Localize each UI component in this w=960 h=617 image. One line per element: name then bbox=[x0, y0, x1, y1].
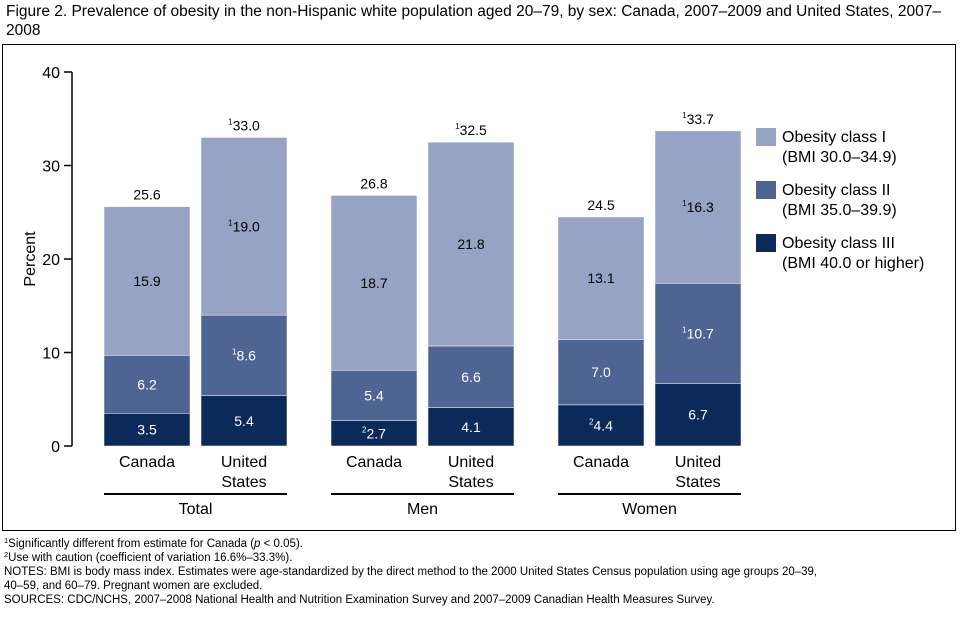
data-label-total-0-class-iii: 3.5 bbox=[137, 422, 157, 438]
data-label-women-0-class-i: 13.1 bbox=[587, 270, 614, 286]
category-label-men-1: States bbox=[448, 474, 493, 491]
total-label-women-1: 133.7 bbox=[682, 111, 714, 127]
data-label-total-1-class-ii: 18.6 bbox=[232, 347, 256, 363]
chart-frame bbox=[2, 44, 956, 531]
notes-line-1: NOTES: BMI is body mass index. Estimates… bbox=[4, 566, 818, 578]
y-tick-label-20: 20 bbox=[42, 252, 60, 269]
footnote-1-text-a: Significantly different from estimate fo… bbox=[8, 538, 255, 550]
category-label-total-0: Canada bbox=[119, 454, 175, 471]
bar-men-0-class-i bbox=[330, 195, 418, 371]
data-label-total-1-class-iii: 5.4 bbox=[234, 413, 254, 429]
legend-swatch-class-iii bbox=[756, 234, 776, 252]
data-label-men-1-class-ii: 6.6 bbox=[461, 369, 481, 385]
data-label-total-1-class-i: 119.0 bbox=[228, 218, 260, 234]
footnote-1-text-b: < 0.05). bbox=[260, 538, 303, 550]
total-label-total-0: 25.6 bbox=[133, 187, 160, 203]
group-label-women: Women bbox=[622, 501, 677, 518]
y-tick-label-30: 30 bbox=[42, 159, 60, 176]
legend-swatch-class-ii bbox=[756, 181, 776, 199]
bar-women-0-class-i bbox=[557, 216, 645, 340]
total-label-total-1: 133.0 bbox=[228, 117, 260, 133]
total-label-women-0: 24.5 bbox=[587, 197, 614, 213]
figure-title: Figure 2. Prevalence of obesity in the n… bbox=[6, 3, 941, 39]
data-label-women-0-class-ii: 7.0 bbox=[591, 364, 611, 380]
footnote-2-text: Use with caution (coefficient of variati… bbox=[8, 552, 293, 564]
bar-men-1-class-iii bbox=[427, 407, 515, 447]
bar-men-0-class-iii bbox=[330, 420, 418, 447]
legend-label-class-i: Obesity class I bbox=[782, 129, 886, 146]
data-label-women-0-class-iii: 24.4 bbox=[589, 417, 613, 433]
bar-women-1-class-i bbox=[654, 130, 742, 284]
bar-women-0-class-ii bbox=[557, 339, 645, 406]
bar-total-1-class-ii bbox=[200, 314, 288, 396]
data-label-men-0-class-ii: 5.4 bbox=[364, 388, 384, 404]
legend-range-class-i: (BMI 30.0–34.9) bbox=[782, 149, 897, 166]
footnote-2: 2Use with caution (coefficient of variat… bbox=[4, 551, 954, 565]
bar-men-0-class-ii bbox=[330, 370, 418, 422]
data-label-total-0-class-ii: 6.2 bbox=[137, 376, 157, 392]
category-label-men-1: United bbox=[448, 454, 494, 471]
bar-women-1-class-iii bbox=[654, 383, 742, 447]
footnote-1-p: p bbox=[254, 538, 261, 550]
notes-line-2: 40–59, and 60–79. Pregnant women are exc… bbox=[4, 580, 263, 592]
data-label-total-0-class-i: 15.9 bbox=[133, 273, 160, 289]
legend-swatch-class-i bbox=[756, 128, 776, 146]
footnote-1: 1Significantly different from estimate f… bbox=[4, 537, 954, 551]
sources-line: SOURCES: CDC/NCHS, 2007–2008 National He… bbox=[4, 594, 715, 606]
y-tick-label-10: 10 bbox=[42, 346, 60, 363]
data-label-women-1-class-i: 116.3 bbox=[682, 199, 714, 215]
bar-women-0-class-iii bbox=[557, 404, 645, 447]
data-label-men-0-class-iii: 22.7 bbox=[362, 425, 386, 441]
total-label-men-0: 26.8 bbox=[360, 175, 387, 191]
bar-total-1-class-i bbox=[200, 137, 288, 316]
bar-men-1-class-ii bbox=[427, 345, 515, 408]
data-label-men-0-class-i: 18.7 bbox=[360, 275, 387, 291]
category-label-total-1: United bbox=[221, 454, 267, 471]
group-label-total: Total bbox=[179, 501, 213, 518]
legend-range-class-ii: (BMI 35.0–39.9) bbox=[782, 202, 897, 219]
y-tick-label-40: 40 bbox=[42, 65, 60, 82]
data-label-men-1-class-i: 21.8 bbox=[457, 236, 484, 252]
footnotes: 1Significantly different from estimate f… bbox=[4, 537, 954, 607]
category-label-women-1: States bbox=[675, 474, 720, 491]
y-axis-label: Percent bbox=[22, 231, 39, 287]
legend-range-class-iii: (BMI 40.0 or higher) bbox=[782, 255, 924, 272]
category-label-total-1: States bbox=[221, 474, 266, 491]
bar-total-0-class-i bbox=[103, 206, 191, 356]
data-label-women-1-class-ii: 110.7 bbox=[682, 325, 714, 341]
data-label-men-1-class-iii: 4.1 bbox=[461, 419, 481, 435]
footnote-2-mark: 2 bbox=[4, 550, 9, 559]
group-label-men: Men bbox=[407, 501, 438, 518]
category-label-women-0: Canada bbox=[573, 454, 629, 471]
bar-men-1-class-i bbox=[427, 141, 515, 347]
bar-total-1-class-iii bbox=[200, 395, 288, 447]
bar-total-0-class-ii bbox=[103, 355, 191, 414]
category-label-women-1: United bbox=[675, 454, 721, 471]
data-label-women-1-class-iii: 6.7 bbox=[688, 407, 708, 423]
total-label-men-1: 132.5 bbox=[455, 122, 487, 138]
legend-label-class-iii: Obesity class III bbox=[782, 235, 895, 252]
legend-label-class-ii: Obesity class II bbox=[782, 182, 890, 199]
y-tick-label-0: 0 bbox=[51, 439, 60, 456]
category-label-men-0: Canada bbox=[346, 454, 402, 471]
bar-total-0-class-iii bbox=[103, 413, 191, 447]
bar-women-1-class-ii bbox=[654, 283, 742, 384]
footnote-1-mark: 1 bbox=[4, 536, 9, 545]
